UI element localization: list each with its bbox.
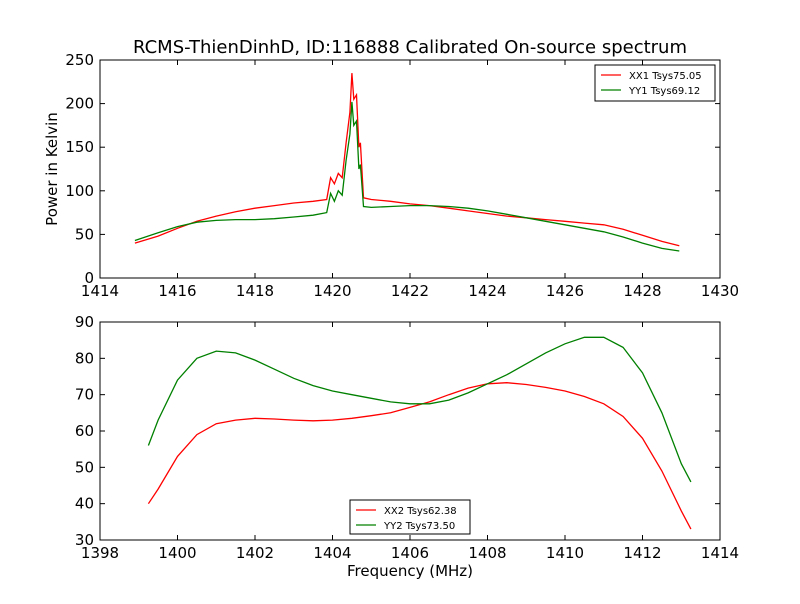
legend-box [594, 64, 716, 102]
x-tick-label: 1398 [81, 544, 119, 562]
y-tick-label: 150 [65, 138, 94, 156]
y-axis-label: Power in Kelvin [43, 112, 61, 226]
x-tick-label: 1408 [468, 544, 506, 562]
x-tick-label: 1402 [236, 544, 274, 562]
top-panel: 1414 1416 1418 1420 1422 1424 1426 1428 1430 0 50 1… [43, 51, 739, 300]
legend-entry: XX2 Tsys62.38 [384, 506, 457, 517]
legend-entry: YY1 Tsys69.12 [628, 86, 700, 97]
figure-title: RCMS-ThienDinhD, ID:116888 Calibrated On… [133, 37, 687, 58]
legend-entry: XX1 Tsys75.05 [629, 71, 702, 82]
x-tick-label: 1416 [158, 282, 196, 300]
x-tick-label: 1418 [236, 282, 274, 300]
y-tick-label: 0 [84, 269, 94, 287]
legend-box [349, 499, 471, 535]
series-line-xx1 [134, 73, 680, 247]
bottom-panel: 1398 1400 1402 1404 1406 1408 1410 1412 1414 30 40… [75, 313, 739, 580]
x-tick-label: 1422 [391, 282, 429, 300]
x-tick-label: 1426 [546, 282, 584, 300]
x-tick-label: 1406 [391, 544, 429, 562]
y-tick-label: 100 [65, 182, 94, 200]
y-tick-label: 70 [75, 386, 94, 404]
y-tick-label: 90 [75, 313, 94, 331]
x-tick-label: 1410 [546, 544, 584, 562]
y-tick-label: 50 [75, 225, 94, 243]
x-tick-label: 1414 [701, 544, 739, 562]
y-tick-label: 40 [75, 495, 94, 513]
legend-entry: YY2 Tsys73.50 [383, 521, 455, 532]
x-tick-label: 1430 [701, 282, 739, 300]
x-tick-label: 1412 [623, 544, 661, 562]
x-tick-label: 1428 [623, 282, 661, 300]
series-line-yy2 [147, 336, 692, 483]
y-tick-label: 80 [75, 349, 94, 367]
x-tick-label: 1404 [313, 544, 351, 562]
legend: XX1 Tsys75.05 YY1 Tsys69.12 [594, 64, 716, 102]
x-tick-label: 1424 [468, 282, 506, 300]
y-tick-label: 250 [65, 51, 94, 69]
series-line-yy1 [134, 101, 680, 252]
y-tick-label: 200 [65, 95, 94, 113]
y-tick-label: 30 [75, 531, 94, 549]
series-line-xx2 [147, 382, 692, 530]
y-tick-label: 60 [75, 422, 94, 440]
x-axis-label: Frequency (MHz) [347, 562, 473, 580]
x-tick-label: 1400 [158, 544, 196, 562]
x-tick-label: 1420 [313, 282, 351, 300]
y-tick-label: 50 [75, 458, 94, 476]
legend: XX2 Tsys62.38 YY2 Tsys73.50 [349, 499, 471, 535]
x-tick-label: 1414 [81, 282, 119, 300]
